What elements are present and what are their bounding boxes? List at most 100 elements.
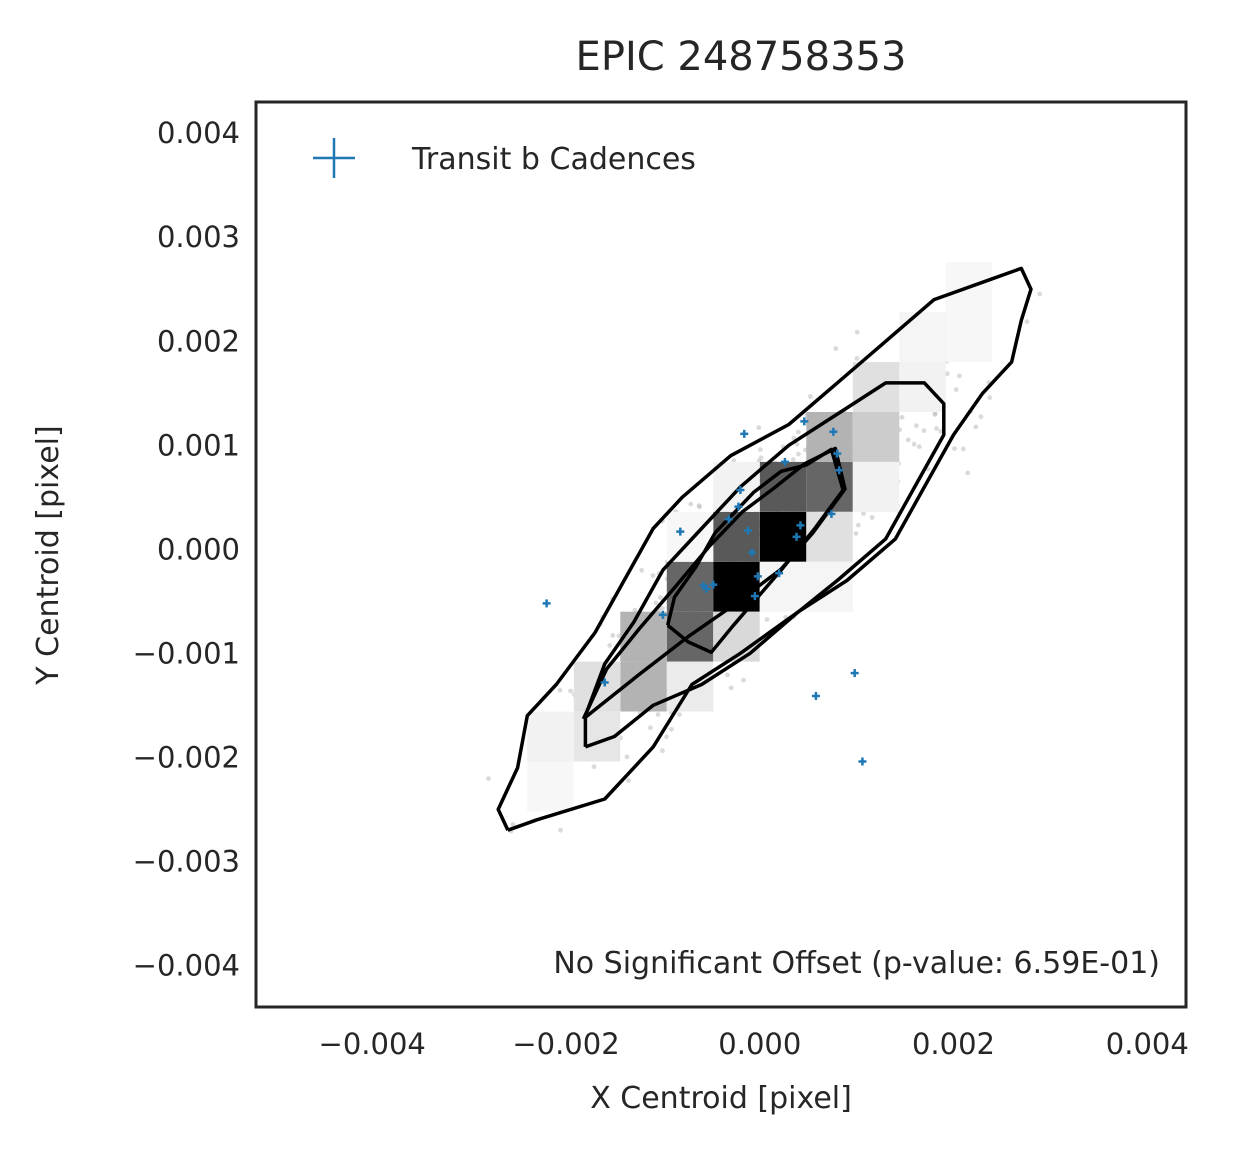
background-point <box>664 734 669 740</box>
transit-point <box>835 466 844 475</box>
transit-b-cadences <box>542 417 867 766</box>
x-tick-label: −0.002 <box>512 1027 619 1061</box>
background-point <box>944 371 950 377</box>
histogram-cell <box>852 412 900 462</box>
legend-marker-plus-icon <box>313 138 355 178</box>
chart-title: EPIC 248758353 <box>576 34 907 80</box>
background-point <box>905 437 911 443</box>
background-point <box>978 414 984 420</box>
background-point <box>653 600 659 606</box>
y-tick-label: −0.004 <box>133 948 240 982</box>
y-tick-label: −0.002 <box>133 740 240 774</box>
y-tick-label: −0.001 <box>133 636 240 670</box>
x-axis-label: X Centroid [pixel] <box>590 1081 852 1116</box>
transit-point <box>748 548 756 557</box>
plot-frame <box>254 100 1188 1009</box>
background-point <box>953 387 959 392</box>
background-point <box>660 748 665 754</box>
transit-point <box>702 584 711 593</box>
transit-point <box>734 502 743 511</box>
background-point <box>790 457 796 462</box>
background-point <box>914 423 919 428</box>
background-point <box>486 776 491 781</box>
background-point <box>854 329 860 335</box>
histogram-cell <box>620 611 667 662</box>
transit-point <box>750 592 759 601</box>
x-tick-label: 0.002 <box>912 1027 995 1061</box>
background-point <box>677 712 682 717</box>
transit-point <box>850 669 859 678</box>
y-tick-label: 0.000 <box>157 532 240 566</box>
background-point <box>1024 319 1030 325</box>
x-axis-ticks: −0.004 −0.002 0.000 0.002 0.004 <box>319 1027 1189 1061</box>
background-point <box>869 515 875 520</box>
contour-middle <box>581 446 847 721</box>
transit-point <box>676 527 685 536</box>
transit-point <box>827 509 836 518</box>
background-point <box>853 531 859 536</box>
histogram-cell <box>527 761 574 812</box>
transit-point <box>796 521 805 530</box>
background-point <box>696 503 702 509</box>
y-tick-label: 0.002 <box>157 324 240 358</box>
background-point <box>833 346 839 351</box>
transit-point <box>792 532 801 541</box>
background-point <box>616 633 622 639</box>
plot-area <box>486 262 1043 834</box>
background-point <box>758 447 763 452</box>
contour-outer-b <box>583 381 946 749</box>
background-point <box>861 511 866 516</box>
x-tick-label: 0.004 <box>1106 1027 1189 1061</box>
background-point <box>624 754 630 760</box>
transit-point <box>600 678 609 687</box>
background-point <box>921 428 927 433</box>
background-point <box>660 606 665 611</box>
transit-point <box>753 572 762 581</box>
transit-point <box>736 486 745 495</box>
density-contours <box>496 266 1033 832</box>
transit-point <box>829 427 838 436</box>
background-point <box>725 672 730 678</box>
background-point <box>791 435 797 441</box>
transit-point <box>780 457 789 466</box>
legend-entry-transit-b: Transit b Cadences <box>411 142 696 177</box>
background-point <box>938 429 944 434</box>
transit-point <box>811 691 820 700</box>
background-point <box>591 764 597 770</box>
transit-point <box>744 526 753 535</box>
background-point <box>911 441 917 447</box>
background-point <box>808 394 813 399</box>
legend: Transit b Cadences <box>313 138 696 178</box>
background-point <box>795 429 801 435</box>
offset-annotation: No Significant Offset (p-value: 6.59E-01… <box>553 946 1160 981</box>
histogram-cell <box>666 511 714 562</box>
y-tick-label: 0.004 <box>157 116 240 150</box>
background-point <box>934 426 939 431</box>
background-point <box>728 685 734 691</box>
background-point <box>639 567 645 573</box>
background-point <box>632 607 638 613</box>
background-point <box>854 356 860 361</box>
transit-point <box>658 610 667 619</box>
histogram-cell <box>899 312 946 362</box>
background-point <box>899 414 905 420</box>
transit-point <box>800 417 809 426</box>
histogram-cell <box>945 312 993 362</box>
background-point <box>973 424 979 430</box>
y-tick-label: 0.003 <box>157 220 240 254</box>
background-point <box>568 688 573 694</box>
transit-point <box>858 757 867 766</box>
background-point <box>952 446 957 451</box>
background-point <box>965 470 971 476</box>
background-point <box>510 822 516 827</box>
background-point <box>1037 291 1043 297</box>
transit-point <box>740 429 749 438</box>
background-point <box>987 395 993 401</box>
background-point <box>741 677 746 683</box>
background-point <box>650 573 656 578</box>
background-point <box>610 633 616 638</box>
x-tick-label: 0.000 <box>718 1027 801 1061</box>
y-axis-label: Y Centroid [pixel] <box>31 425 66 685</box>
background-point <box>655 712 661 717</box>
background-point <box>607 643 613 648</box>
